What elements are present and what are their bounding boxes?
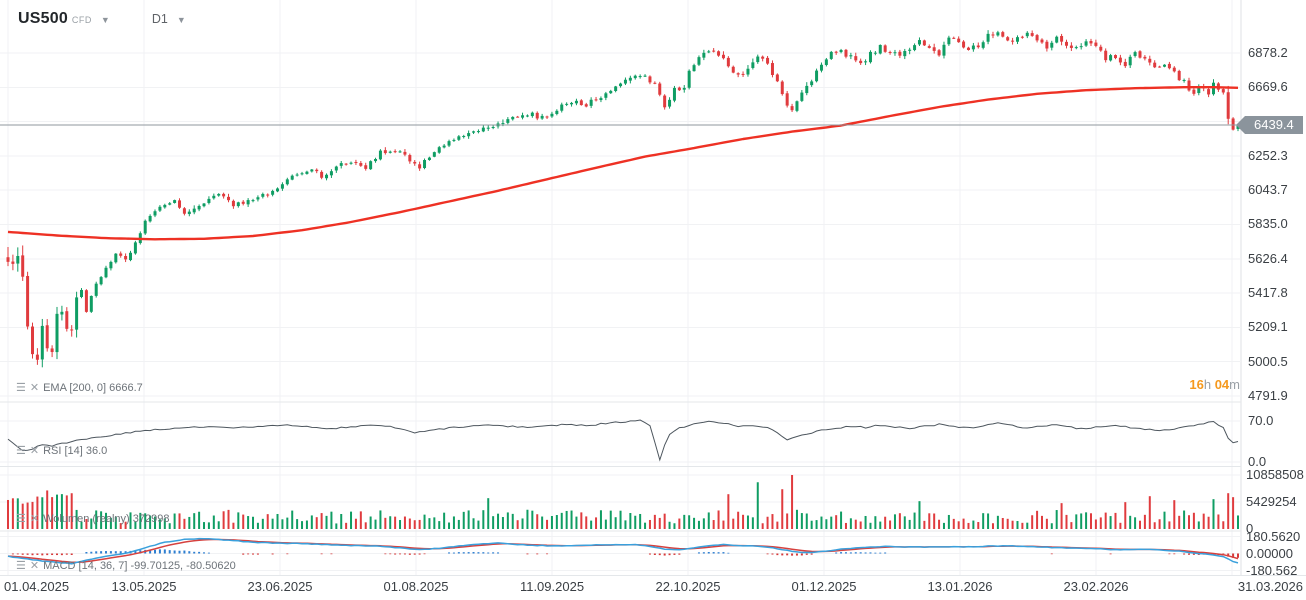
chevron-down-icon: ▼: [100, 15, 110, 25]
indicator-remove-icon[interactable]: ✕: [29, 560, 40, 572]
macd-legend-label: MACD [14, 36, 7] -99.70125, -80.50620: [43, 560, 236, 572]
price-axis-label: 6252.3: [1248, 147, 1288, 163]
indicator-settings-icon[interactable]: ☰: [16, 513, 26, 525]
price-axis-label: 6043.7: [1248, 182, 1288, 198]
date-axis-label: 23.02.2026: [1063, 579, 1129, 594]
macd-legend[interactable]: ☰ ✕ MACD [14, 36, 7] -99.70125, -80.5062…: [16, 559, 236, 573]
volume-scale-label: 0: [1246, 521, 1254, 536]
price-axis-label: 6669.6: [1248, 79, 1288, 95]
date-axis-label: 11.09.2025: [519, 579, 585, 594]
countdown-minutes-unit: m: [1229, 377, 1240, 392]
price-axis-label: 5417.8: [1248, 285, 1288, 301]
indicator-remove-icon[interactable]: ✕: [29, 513, 40, 525]
rsi-scale-label: 0.0: [1248, 454, 1267, 469]
price-axis-label: 5209.1: [1248, 319, 1288, 335]
volume-scale-label: 5429254: [1246, 494, 1297, 509]
date-axis-label: 01.04.2025: [4, 579, 70, 594]
macd-scale-label: 180.5620: [1246, 528, 1301, 544]
indicator-settings-icon[interactable]: ☰: [16, 445, 26, 457]
macd-scale-label: 0.00000: [1246, 545, 1293, 561]
ema-legend[interactable]: ☰ ✕ EMA [200, 0] 6666.7: [16, 381, 143, 395]
date-axis-label: 01.08.2025: [383, 579, 449, 594]
symbol-name: US500: [18, 10, 68, 27]
current-price-value: 6439.4: [1254, 117, 1294, 133]
price-axis-label: 6878.2: [1248, 45, 1288, 60]
ema-legend-label: EMA [200, 0] 6666.7: [43, 382, 143, 394]
indicator-settings-icon[interactable]: ☰: [16, 560, 26, 572]
volume-legend-label: Wolumen (realny) 372998: [43, 513, 170, 525]
date-axis-label: 31.03.2026: [1237, 579, 1303, 594]
countdown-minutes: 04: [1214, 377, 1230, 392]
volume-scale-label: 10858508: [1246, 467, 1304, 482]
rsi-legend-label: RSI [14] 36.0: [43, 445, 108, 457]
countdown-hours: 16: [1189, 377, 1204, 392]
timeframe-selector[interactable]: D1 ▼: [110, 12, 186, 26]
date-axis-label: 13.05.2025: [111, 579, 177, 594]
price-axis-label: 5626.4: [1248, 250, 1288, 266]
rsi-scale-label: 70.0: [1248, 413, 1274, 428]
date-axis-label: 13.01.2026: [927, 579, 993, 594]
indicator-remove-icon[interactable]: ✕: [29, 445, 40, 457]
date-axis-label: 01.12.2025: [791, 579, 857, 594]
countdown-hours-unit: h: [1203, 377, 1212, 392]
instrument-type-label: CFD: [71, 15, 92, 25]
date-axis-label: 22.10.2025: [655, 579, 721, 594]
price-axis-label: 4791.9: [1248, 387, 1288, 403]
indicator-remove-icon[interactable]: ✕: [29, 382, 40, 394]
chevron-down-icon: ▼: [176, 15, 186, 25]
indicator-settings-icon[interactable]: ☰: [16, 382, 26, 394]
date-axis-label: 23.06.2025: [247, 579, 313, 594]
price-axis-label: 5000.5: [1248, 353, 1288, 369]
volume-legend[interactable]: ☰ ✕ Wolumen (realny) 372998: [16, 512, 169, 526]
current-price-badge: 6439.4: [1236, 116, 1303, 135]
timeframe-label: D1: [151, 12, 168, 26]
macd-scale-label: -180.562: [1246, 562, 1298, 578]
symbol-selector[interactable]: US500 CFD ▼: [18, 10, 110, 28]
rsi-legend[interactable]: ☰ ✕ RSI [14] 36.0: [16, 444, 107, 458]
session-countdown: 16h 04m: [1189, 377, 1240, 392]
price-axis-label: 5835.0: [1248, 216, 1288, 232]
